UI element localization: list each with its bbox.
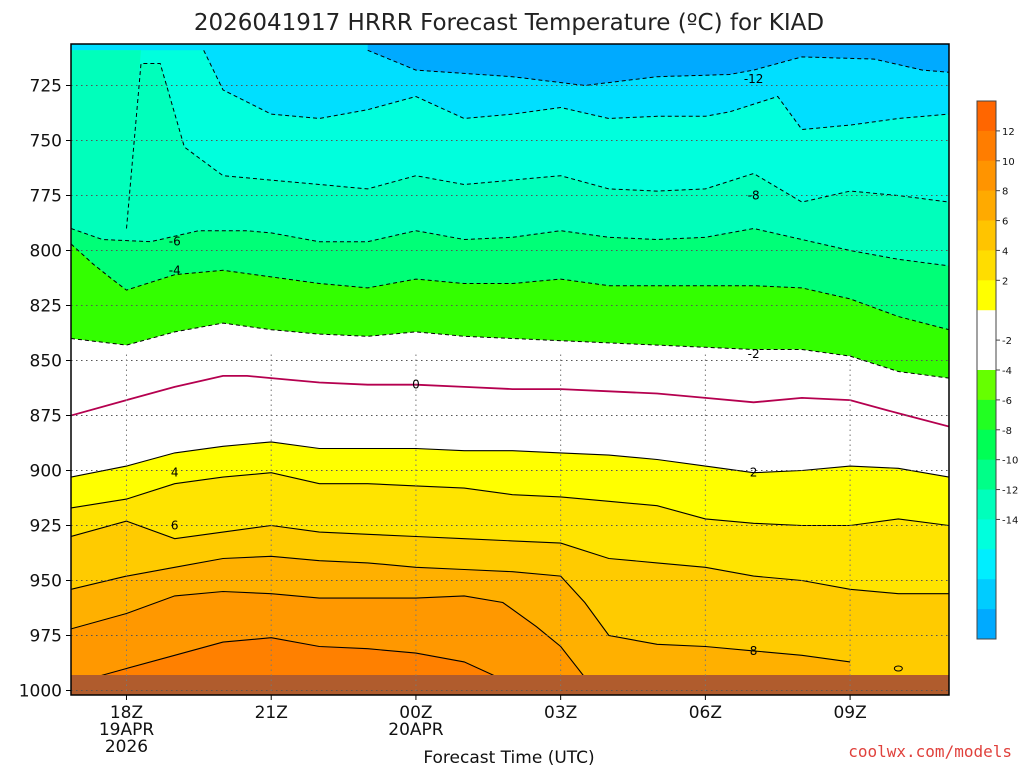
- colorbar-swatch: [977, 160, 996, 192]
- contour-label: -6: [169, 235, 181, 249]
- contour-line: [71, 555, 851, 663]
- contour-line: [71, 322, 949, 379]
- colorbar-label: 8: [1002, 187, 1008, 198]
- x-axis-label: Forecast Time (UTC): [423, 748, 594, 768]
- contour-label: -2: [748, 347, 760, 361]
- y-tick-label: 875: [30, 407, 62, 427]
- contour-labels: -12 -8 -6 -4 -2 0 2 4 6 8: [169, 72, 764, 658]
- y-tick-label: 1000: [19, 682, 62, 702]
- contour-label: -8: [748, 189, 760, 203]
- colorbar-label: -6: [1002, 396, 1012, 407]
- y-tick-label: 775: [30, 187, 62, 207]
- colorbar-label: 2: [1002, 276, 1008, 287]
- x-tick-label: 09Z: [833, 703, 866, 723]
- x-tick-label: 18Z: [110, 703, 143, 723]
- colorbar-swatch: [977, 190, 996, 222]
- colorbar-swatch: [977, 519, 996, 550]
- x-tick-label: 19APR: [99, 720, 155, 740]
- colorbar-swatch: [977, 399, 996, 431]
- y-tick-label: 900: [30, 462, 62, 482]
- contour-line: [126, 63, 949, 229]
- y-tick-label: 850: [30, 352, 62, 372]
- colorbar-swatch: [977, 250, 996, 281]
- colorbar-label: 4: [1002, 246, 1008, 257]
- colorbar-swatch: [977, 130, 996, 162]
- y-tick-label: 750: [30, 132, 62, 152]
- contour-line: [71, 243, 949, 331]
- colorbar-swatch: [977, 370, 996, 401]
- x-tick-label: 03Z: [544, 703, 577, 723]
- contour-layer: [71, 49, 949, 695]
- plot-border: [70, 43, 950, 696]
- y-axis: 725 750 775 800 825 850 875 900 925 950 975 1000: [19, 77, 71, 702]
- contour-line: [71, 590, 586, 678]
- contour-label: 8: [750, 644, 758, 658]
- contour-line: [71, 637, 512, 695]
- colorbar-swatch: [977, 549, 996, 580]
- colorbar-label: 6: [1002, 217, 1008, 228]
- y-tick-label: 975: [30, 627, 62, 647]
- grid-layer: [71, 85, 949, 695]
- contour-line: [71, 374, 949, 428]
- fill-band: [367, 44, 949, 86]
- x-tick-label: 00Z: [399, 703, 432, 723]
- y-tick-label: 950: [30, 572, 62, 592]
- colorbar-label: -14: [1002, 515, 1018, 526]
- colorbar-label: -10: [1002, 456, 1018, 467]
- colorbar-swatch: [977, 220, 996, 251]
- colorbar-swatch: [977, 609, 996, 640]
- colorbar-swatch: [977, 489, 996, 520]
- colorbar-swatch: [977, 579, 996, 610]
- y-tick-label: 800: [30, 242, 62, 262]
- x-tick-label: 06Z: [689, 703, 722, 723]
- credit-link[interactable]: coolwx.com/models: [848, 742, 1012, 761]
- colorbar-label: 10: [1002, 157, 1015, 168]
- x-tick-label: 20APR: [388, 720, 444, 740]
- colorbar-label: 12: [1002, 127, 1015, 138]
- contour-label: -4: [169, 263, 181, 277]
- contour-label: 0: [412, 378, 420, 392]
- colorbar-swatch: [977, 340, 996, 371]
- contour-label: 2: [750, 466, 758, 480]
- colorbar-label: -12: [1002, 486, 1018, 497]
- contour-line: [367, 49, 949, 87]
- x-tick-label: 21Z: [255, 703, 288, 723]
- y-tick-label: 925: [30, 517, 62, 537]
- colorbar-label: -8: [1002, 426, 1012, 437]
- contour-line: [203, 50, 949, 131]
- colorbar-swatch: [977, 310, 996, 341]
- contour-label: 6: [171, 519, 179, 533]
- y-tick-label: 725: [30, 77, 62, 97]
- colorbar-label: -4: [1002, 366, 1012, 377]
- colorbar: 12 10 8 6 4 2 -2 -4 -6 -8 -10 -12 -14: [976, 100, 1018, 640]
- chart-title: 2026041917 HRRR Forecast Temperature (ºC…: [194, 10, 824, 36]
- contour-label: -12: [744, 72, 764, 86]
- x-tick-label: 2026: [105, 737, 148, 757]
- terrain-ground: [71, 675, 949, 695]
- contour-label: 4: [171, 466, 179, 480]
- colorbar-swatch: [977, 280, 996, 311]
- plot-area: -12 -8 -6 -4 -2 0 2 4 6 8: [70, 43, 950, 696]
- colorbar-swatch: [977, 459, 996, 491]
- contour-line: [71, 227, 949, 267]
- colorbar-swatch: [977, 429, 996, 461]
- y-tick-label: 825: [30, 297, 62, 317]
- fill-layer: [71, 44, 949, 695]
- colorbar-swatch: [977, 101, 996, 132]
- contour-line: [893, 665, 903, 672]
- colorbar-label: -2: [1002, 336, 1012, 347]
